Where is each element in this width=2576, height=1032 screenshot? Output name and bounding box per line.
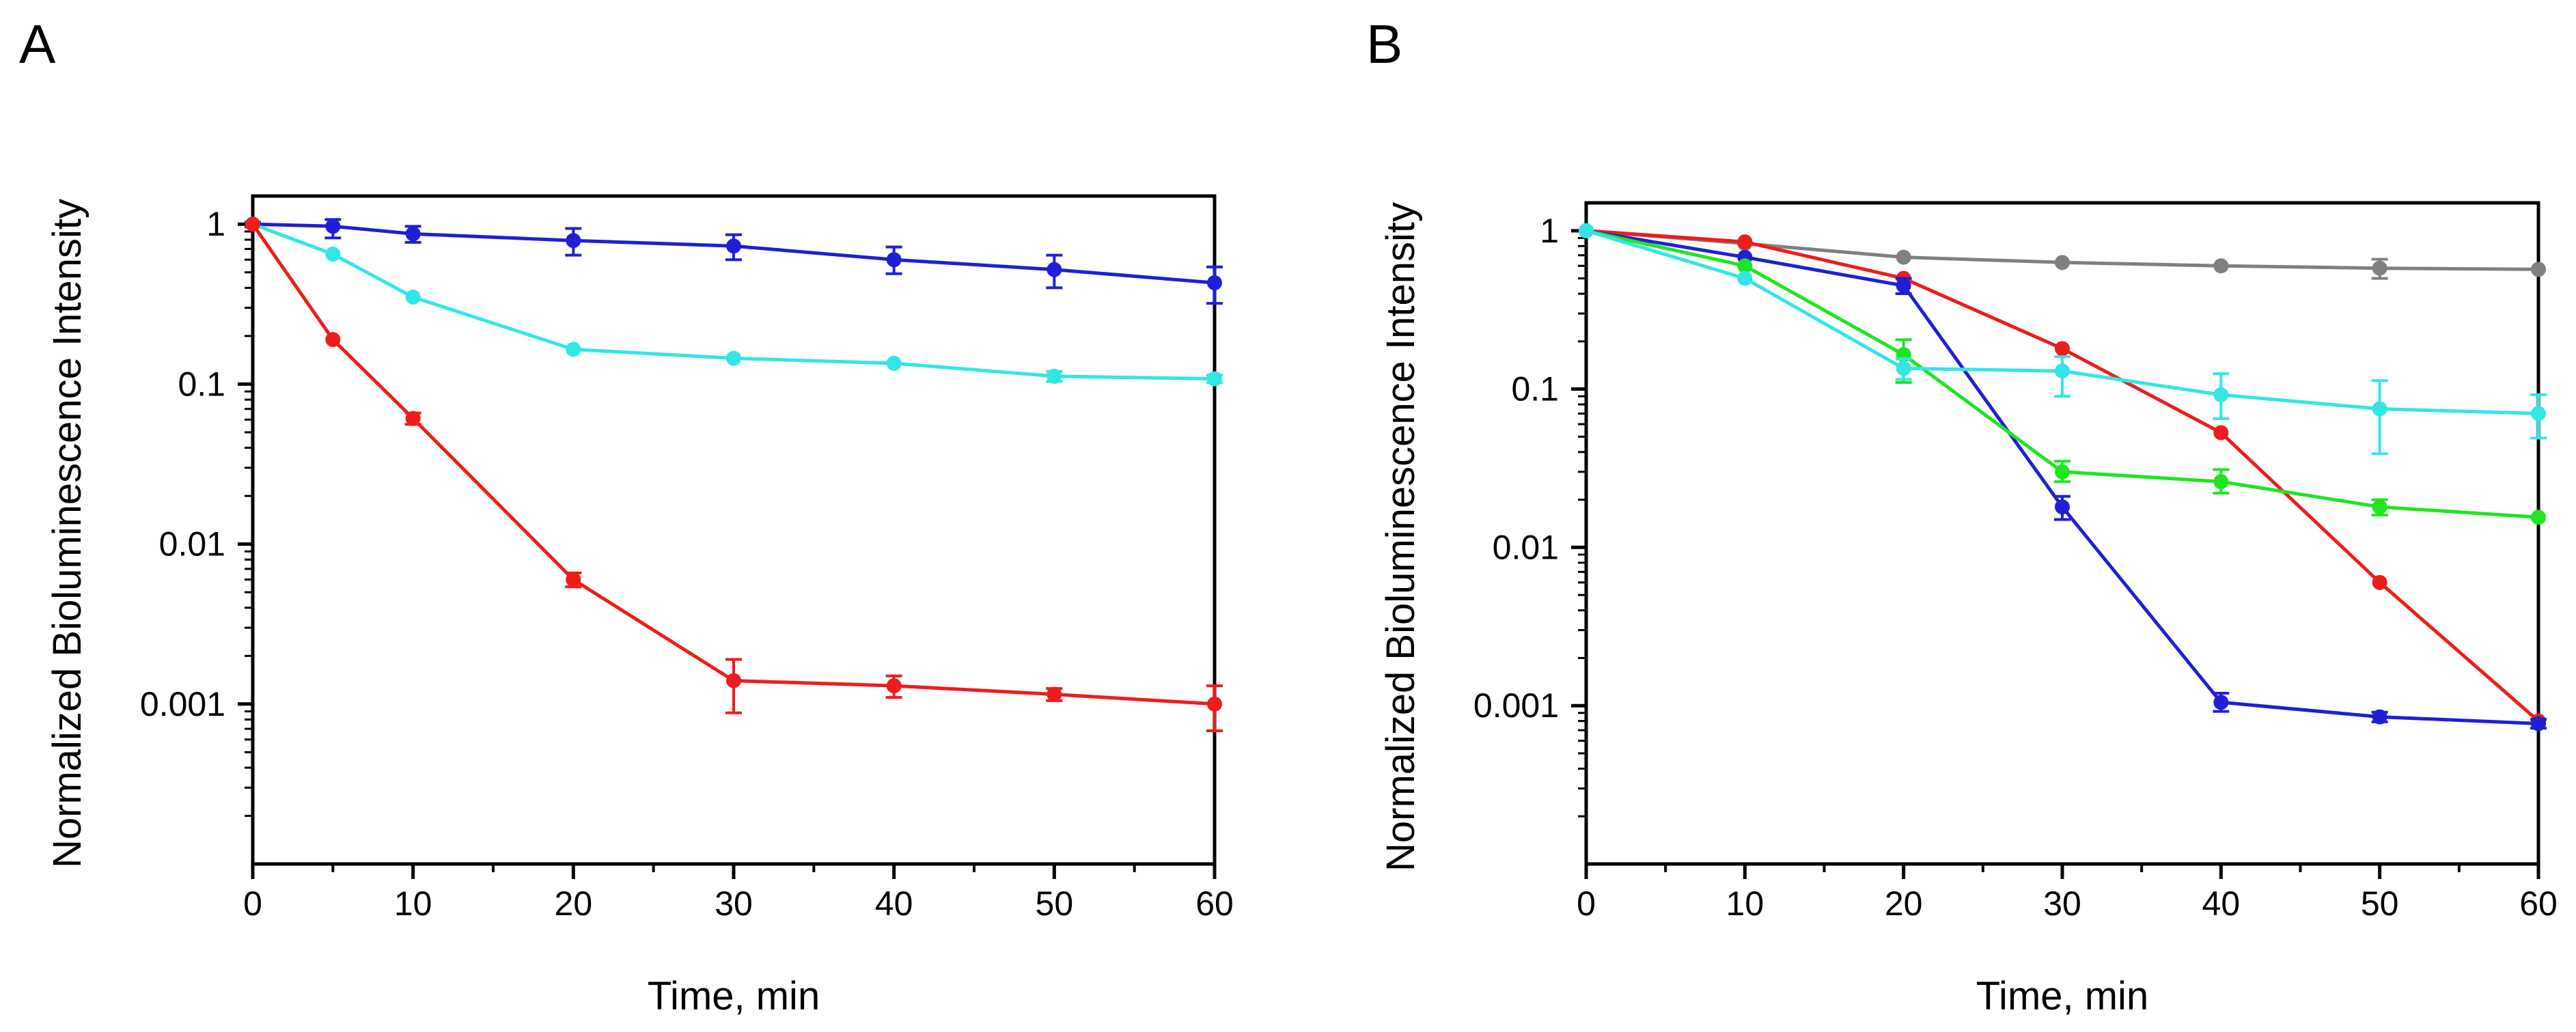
data-point xyxy=(2055,499,2070,515)
x-tick-label: 20 xyxy=(1885,884,1923,923)
data-point xyxy=(1737,258,1753,274)
data-point xyxy=(2372,709,2387,725)
series-cyan xyxy=(1579,223,2547,456)
data-point xyxy=(2055,363,2070,379)
data-point xyxy=(1737,234,1753,250)
data-point xyxy=(2531,262,2546,277)
data-point xyxy=(2372,574,2387,590)
data-point xyxy=(1896,361,1911,376)
data-point xyxy=(2372,260,2387,276)
x-tick-label: 10 xyxy=(394,884,432,923)
data-point xyxy=(2055,341,2070,357)
data-point xyxy=(2055,464,2070,479)
series-blue xyxy=(245,217,1223,305)
data-point xyxy=(245,217,260,232)
x-tick-label: 10 xyxy=(1726,884,1764,923)
data-point xyxy=(2213,425,2229,441)
data-point xyxy=(2531,716,2546,731)
x-tick-label: 0 xyxy=(1577,884,1596,923)
series-line-red xyxy=(251,223,1215,706)
data-point xyxy=(2213,695,2229,710)
data-point xyxy=(886,355,902,371)
data-point xyxy=(2531,510,2546,525)
x-tick-label: 50 xyxy=(1036,884,1074,923)
data-point xyxy=(2372,499,2387,515)
y-axis-title: Normalized Bioluminescence Intensity xyxy=(45,199,89,868)
plot-frame xyxy=(1584,201,2540,866)
data-point xyxy=(1579,223,1594,238)
data-point xyxy=(405,226,421,242)
x-tick-label: 0 xyxy=(243,884,262,923)
data-point xyxy=(566,572,581,587)
y-tick-label: 0.01 xyxy=(159,525,225,563)
y-tick-label: 0.1 xyxy=(1511,370,1559,408)
data-point xyxy=(1047,368,1062,384)
data-point xyxy=(886,252,902,268)
data-point xyxy=(325,219,341,234)
data-point xyxy=(1737,270,1753,286)
y-tick-label: 0.1 xyxy=(178,365,225,403)
x-tick-label: 60 xyxy=(1195,884,1234,923)
data-point xyxy=(2055,255,2070,270)
y-tick-label: 0.01 xyxy=(1493,528,1559,566)
series-red xyxy=(245,217,1223,733)
y-axis-title: Normalized Bioluminescence Intensity xyxy=(1379,202,1423,871)
data-point xyxy=(325,247,341,262)
data-point xyxy=(726,673,741,688)
data-point xyxy=(1896,249,1911,265)
series-line-blue xyxy=(252,222,1215,285)
x-tick-label: 30 xyxy=(2043,884,2081,923)
data-point xyxy=(2213,387,2229,403)
x-axis-title: Time, min xyxy=(648,974,820,1018)
data-point xyxy=(1047,686,1062,702)
data-point xyxy=(2372,401,2387,417)
data-point xyxy=(566,233,581,249)
panel-b: B 0 10 20 30 40 50 60 1 0.1 0.01 0.001 Time, min Norm… xyxy=(1366,14,2558,1018)
x-tick-label: 40 xyxy=(2202,884,2241,923)
data-point xyxy=(1207,696,1222,712)
data-point xyxy=(886,678,902,694)
data-point xyxy=(1047,262,1062,277)
panel-a: A 0 10 20 30 40 50 60 1 0.1 0.01 0.001 Time, min Norm… xyxy=(19,14,1234,1018)
panel-letter: B xyxy=(1366,14,1402,74)
series-gray xyxy=(1579,223,2546,280)
data-point xyxy=(2213,258,2229,274)
panel-letter: A xyxy=(19,14,56,74)
y-tick-label: 1 xyxy=(1540,212,1559,250)
data-point xyxy=(726,238,741,254)
data-point xyxy=(1207,275,1222,291)
data-point xyxy=(405,290,421,305)
y-tick-label: 1 xyxy=(206,205,225,243)
data-point xyxy=(405,410,421,426)
data-point xyxy=(726,350,741,366)
y-tick-label: 0.001 xyxy=(1473,686,1559,725)
data-point xyxy=(2531,406,2546,421)
series-line-cyan xyxy=(252,222,1215,381)
x-tick-label: 50 xyxy=(2361,884,2399,923)
y-tick-label: 0.001 xyxy=(140,685,225,723)
data-point xyxy=(2213,474,2229,490)
data-point xyxy=(325,332,341,348)
x-tick-label: 20 xyxy=(555,884,593,923)
data-point xyxy=(1207,371,1222,387)
x-axis-title: Time, min xyxy=(1976,974,2148,1018)
x-tick-label: 40 xyxy=(875,884,913,923)
x-tick-label: 60 xyxy=(2519,884,2558,923)
data-point xyxy=(566,341,581,357)
plot-frame xyxy=(251,194,1217,866)
data-point xyxy=(1896,278,1911,294)
x-tick-label: 30 xyxy=(715,884,753,923)
